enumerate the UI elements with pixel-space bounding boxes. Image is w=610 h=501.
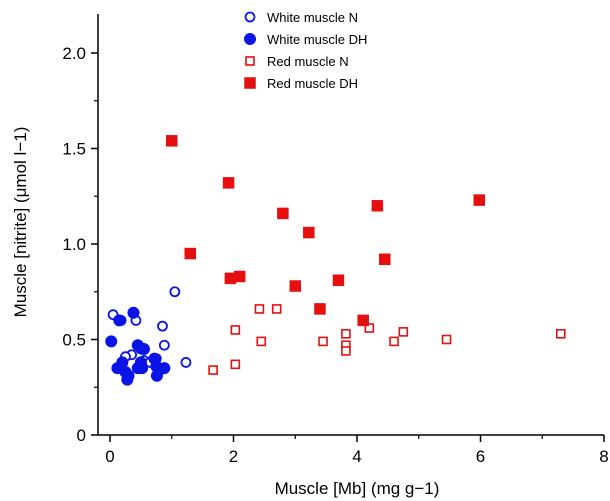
white-muscle-dh-point (113, 314, 126, 327)
red-muscle-n-point (318, 336, 328, 347)
red-muscle-dh-point (314, 303, 326, 315)
red-muscle-dh-point (303, 226, 315, 239)
red-muscle-n-point (230, 325, 241, 335)
legend-marker-white-muscle-dh (244, 33, 256, 45)
white-muscle-dh-point (137, 343, 150, 356)
red-muscle-n-point (555, 328, 566, 339)
legend-marker-red-muscle-dh (244, 77, 256, 89)
white-muscle-n-point (157, 320, 168, 332)
white-muscle-dh-point (158, 362, 171, 375)
y-ticks: 0 0.5 1.0 1.5 2.0 (62, 44, 98, 445)
red-muscle-n-point (341, 328, 351, 339)
red-muscle-dh-point (277, 207, 289, 220)
white-muscle-dh-point (122, 369, 135, 382)
white-muscle-n-point (180, 357, 192, 368)
red-muscle-n-point (341, 346, 351, 356)
red-muscle-dh-point (222, 177, 235, 189)
x-tick-label: 4 (352, 447, 361, 466)
legend-label-white-muscle-n: White muscle N (267, 10, 358, 25)
y-tick-label: 1.5 (62, 140, 86, 159)
red-muscle-dh-point (379, 253, 391, 266)
red-muscle-n-point (364, 323, 375, 333)
red-muscle-n-point (254, 304, 265, 314)
legend: White muscle N White muscle DH Red muscle … (244, 10, 367, 91)
x-tick-label: 0 (105, 447, 114, 466)
x-axis-title: Muscle [Mb] (mg g−1) (275, 479, 440, 498)
x-tick-label: 6 (476, 447, 485, 466)
legend-label-white-muscle-dh: White muscle DH (267, 32, 367, 47)
red-muscle-n-point (271, 304, 282, 314)
red-muscle-n-point (441, 334, 452, 345)
red-muscle-dh-point (289, 280, 301, 292)
red-muscle-n-point (230, 359, 241, 370)
x-ticks: 0 2 4 6 8 (105, 435, 609, 466)
red-muscle-dh-point (184, 247, 197, 260)
y-tick-label: 0.5 (62, 331, 86, 350)
red-muscle-dh-point (332, 274, 345, 287)
red-muscle-dh-point (166, 135, 178, 147)
white-muscle-dh-point (131, 362, 144, 375)
y-tick-label: 2.0 (62, 44, 86, 63)
legend-marker-red-muscle-n (245, 56, 255, 66)
red-muscle-n-point (398, 327, 409, 337)
red-muscle-n-point (389, 336, 399, 347)
x-tick-label: 2 (229, 447, 238, 466)
y-tick-label: 0 (77, 426, 86, 445)
white-muscle-n-point (158, 339, 170, 351)
red-muscle-n-point (208, 365, 218, 375)
white-muscle-dh-point (127, 306, 140, 319)
red-muscle-dh-point (233, 270, 246, 283)
x-tick-label: 8 (599, 447, 608, 466)
legend-label-red-muscle-n: Red muscle N (267, 54, 349, 69)
red-muscle-dh-point (357, 314, 369, 327)
red-muscle-n-point (256, 336, 267, 347)
red-muscle-dh-point (371, 200, 384, 212)
data-points (105, 135, 566, 386)
y-tick-label: 1.0 (62, 235, 86, 254)
y-axis-title: Muscle [nitrite] (μmol l−1) (11, 127, 30, 318)
legend-marker-white-muscle-n (244, 11, 256, 23)
red-muscle-dh-point (473, 194, 486, 206)
axes (97, 14, 604, 436)
legend-label-red-muscle-dh: Red muscle DH (267, 76, 358, 91)
white-muscle-n-point (169, 286, 181, 298)
white-muscle-dh-point (105, 335, 118, 348)
